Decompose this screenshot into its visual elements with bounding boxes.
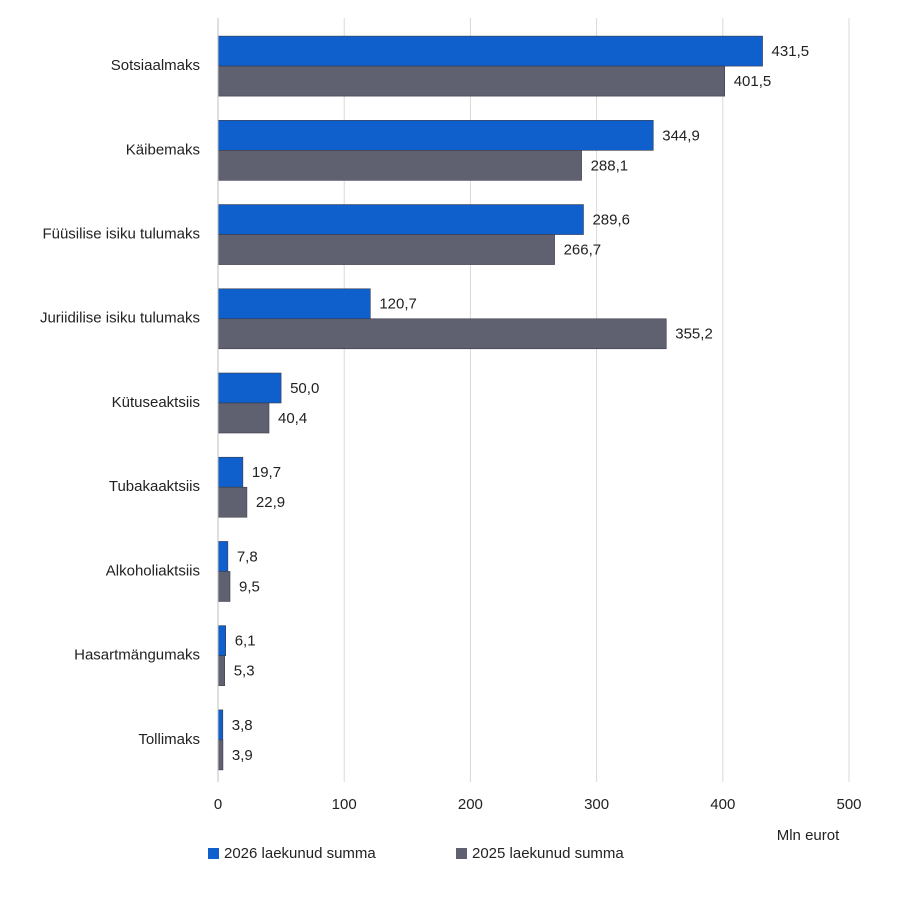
bar — [217, 625, 226, 656]
bar — [217, 372, 282, 404]
value-label: 6,1 — [235, 633, 256, 650]
y-tick-label: Käibemaks — [126, 141, 200, 158]
bar — [217, 120, 654, 151]
bar — [217, 402, 270, 434]
value-label: 355,2 — [675, 326, 713, 343]
y-tick-label: Alkoholiaktsiis — [106, 562, 200, 579]
y-tick-label: Tollimaks — [138, 731, 200, 748]
legend-swatch — [456, 848, 467, 859]
x-tick-label: 100 — [332, 796, 357, 813]
y-tick-label: Sotsiaalmaks — [111, 57, 200, 74]
bar — [217, 234, 555, 265]
value-label: 266,7 — [564, 242, 602, 259]
value-label: 40,4 — [278, 410, 307, 427]
value-label: 50,0 — [290, 380, 319, 397]
value-label: 3,8 — [232, 717, 253, 734]
value-label: 344,9 — [662, 127, 700, 144]
bar — [217, 456, 244, 488]
value-label: 431,5 — [772, 43, 810, 60]
y-tick-label: Kütuseaktsiis — [112, 394, 200, 411]
value-label: 9,5 — [239, 578, 260, 595]
y-tick-label: Hasartmängumaks — [74, 647, 200, 664]
bar — [217, 571, 231, 602]
y-tick-label: Füüsilise isiku tulumaks — [42, 226, 200, 243]
bar — [217, 541, 229, 572]
bar — [217, 318, 667, 350]
value-label: 288,1 — [591, 157, 629, 174]
bar — [217, 150, 582, 181]
bar — [217, 709, 224, 741]
value-label: 7,8 — [237, 548, 258, 565]
bar — [217, 35, 763, 67]
value-label: 289,6 — [592, 212, 630, 229]
legend-label: 2026 laekunud summa — [224, 845, 376, 862]
x-tick-label: 200 — [458, 796, 483, 813]
y-tick-label: Tubakaaktsiis — [109, 478, 200, 495]
x-axis-label: Mln eurot — [777, 827, 840, 844]
x-tick-label: 0 — [214, 796, 222, 813]
value-label: 19,7 — [252, 464, 281, 481]
bar — [217, 739, 224, 771]
value-label: 5,3 — [234, 663, 255, 680]
bar — [217, 288, 371, 320]
value-label: 401,5 — [734, 73, 772, 90]
value-label: 3,9 — [232, 747, 253, 764]
legend-label: 2025 laekunud summa — [472, 845, 624, 862]
value-label: 120,7 — [379, 296, 417, 313]
bar — [217, 204, 584, 235]
x-tick-label: 500 — [836, 796, 861, 813]
bar — [217, 486, 248, 518]
legend-swatch — [208, 848, 219, 859]
x-tick-label: 400 — [710, 796, 735, 813]
bar — [217, 655, 225, 686]
y-tick-label: Juriidilise isiku tulumaks — [40, 310, 200, 327]
x-tick-label: 300 — [584, 796, 609, 813]
bar — [217, 65, 725, 97]
value-label: 22,9 — [256, 494, 285, 511]
